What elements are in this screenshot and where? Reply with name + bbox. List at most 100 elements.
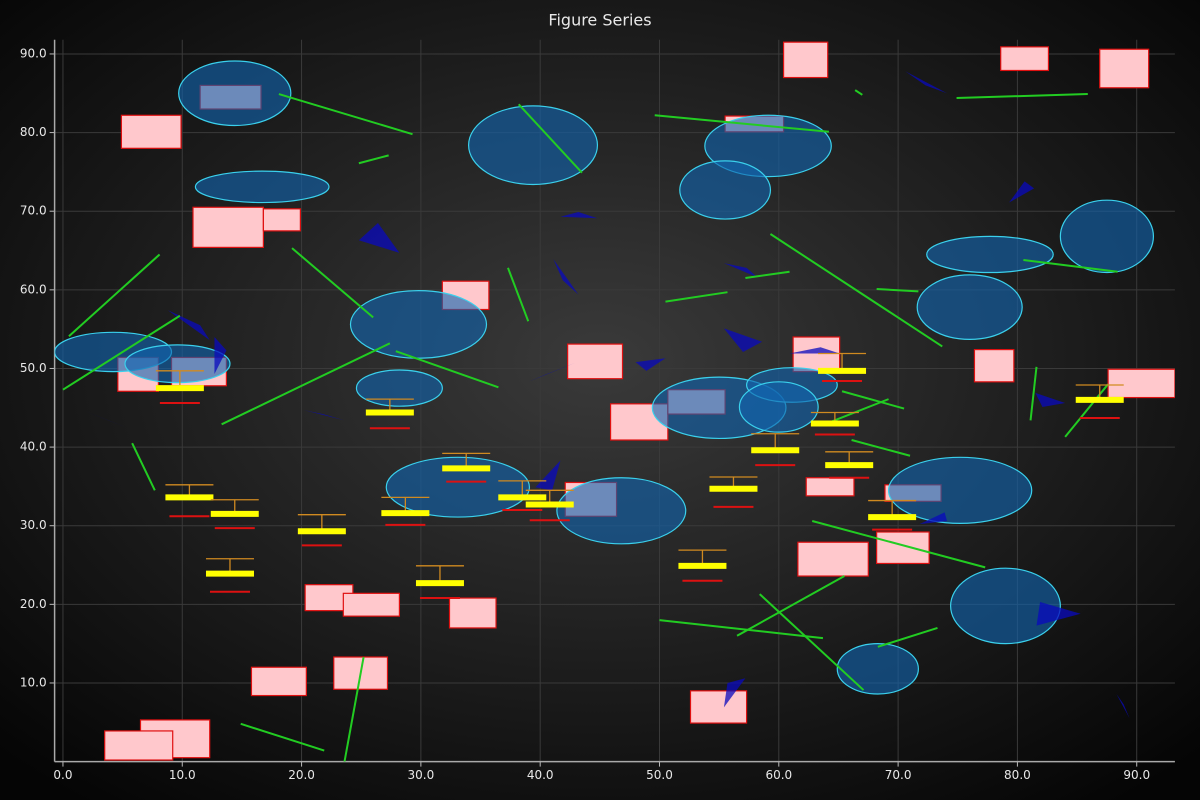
y-tick-label: 20.0 [20, 597, 47, 611]
ellipse [124, 344, 231, 384]
rectangle [792, 336, 841, 373]
triangle [1036, 601, 1081, 626]
triangle [1116, 693, 1130, 719]
triangle [1009, 181, 1035, 203]
y-tick-label: 70.0 [20, 204, 47, 218]
triangle [553, 259, 579, 295]
line-segment [876, 288, 919, 293]
x-tick-label: 80.0 [1004, 768, 1031, 782]
triangle [919, 512, 948, 525]
rectangle [797, 541, 869, 577]
y-tick-label: 30.0 [20, 518, 47, 532]
rectangle [120, 114, 182, 149]
ellipse [1059, 199, 1155, 274]
chart-title: Figure Series [548, 11, 651, 30]
rectangle [342, 592, 400, 617]
y-tick-label: 50.0 [20, 361, 47, 375]
y-tick-label: 40.0 [20, 440, 47, 454]
line-segment [659, 619, 824, 640]
line-segment [1029, 366, 1038, 421]
triangle [358, 223, 400, 253]
ellipse [836, 643, 919, 695]
triangle [723, 328, 763, 352]
line-segment [291, 247, 374, 319]
line-segment [221, 342, 391, 426]
x-tick-label: 60.0 [765, 768, 792, 782]
triangle [535, 460, 561, 491]
line-segment [665, 291, 728, 303]
rectangle [689, 690, 748, 724]
rectangle [1000, 46, 1050, 72]
ellipse [926, 235, 1054, 274]
triangle [84, 410, 127, 428]
rectangle [262, 208, 301, 232]
y-tick-label: 10.0 [20, 675, 47, 689]
plot-area [54, 41, 1175, 762]
line-segment [811, 520, 986, 569]
x-tick-label: 90.0 [1123, 768, 1150, 782]
y-tick-label: 80.0 [20, 125, 47, 139]
x-tick-label: 50.0 [646, 768, 673, 782]
rectangle [104, 730, 174, 761]
triangle [303, 410, 345, 421]
rectangle [876, 531, 930, 565]
rectangle [805, 477, 855, 497]
triangle [528, 362, 575, 382]
x-tick-label: 0.0 [53, 768, 72, 782]
triangle [560, 211, 598, 219]
ellipse [916, 274, 1023, 340]
y-tick-label: 60.0 [20, 282, 47, 296]
line-segment [759, 593, 865, 691]
ellipse [467, 105, 599, 186]
triangle [789, 347, 840, 354]
line-segment [395, 350, 499, 389]
line-segment [517, 103, 583, 174]
ellipse [178, 60, 292, 127]
line-segment [769, 233, 943, 348]
triangle [723, 678, 746, 708]
rectangle [567, 343, 624, 380]
line-segment [736, 575, 845, 637]
x-tick-label: 40.0 [527, 768, 554, 782]
rectangle [782, 41, 829, 79]
x-tick-label: 70.0 [885, 768, 912, 782]
rectangle [448, 597, 497, 629]
triangle [723, 263, 758, 278]
ellipse [556, 477, 687, 545]
x-tick-label: 10.0 [169, 768, 196, 782]
line-segment [62, 314, 181, 391]
line-segment [841, 390, 905, 410]
rectangle [1099, 48, 1150, 89]
triangle [214, 337, 227, 374]
line-segment [507, 267, 530, 322]
line-segment [854, 89, 863, 96]
ellipse [194, 170, 330, 204]
triangle [905, 71, 948, 94]
ellipse [950, 567, 1061, 645]
line-segment [745, 270, 790, 280]
y-tick-label: 90.0 [20, 46, 47, 60]
rectangle [192, 206, 264, 248]
line-segment [832, 398, 889, 423]
triangle [167, 310, 210, 341]
triangle [1035, 392, 1066, 407]
line-segment [1064, 383, 1109, 438]
line-segment [278, 93, 413, 136]
x-tick-label: 20.0 [288, 768, 315, 782]
triangle [635, 358, 666, 371]
line-segment [654, 114, 830, 133]
ellipse [385, 456, 531, 518]
line-segment [877, 626, 938, 648]
ellipse [738, 381, 819, 433]
line-segment [131, 442, 156, 491]
line-segment [68, 253, 161, 337]
line-segment [956, 93, 1088, 99]
line-segment [343, 656, 365, 762]
line-segment [358, 154, 389, 165]
ellipse [887, 456, 1033, 524]
ellipse [355, 369, 443, 407]
line-segment [1023, 258, 1118, 273]
